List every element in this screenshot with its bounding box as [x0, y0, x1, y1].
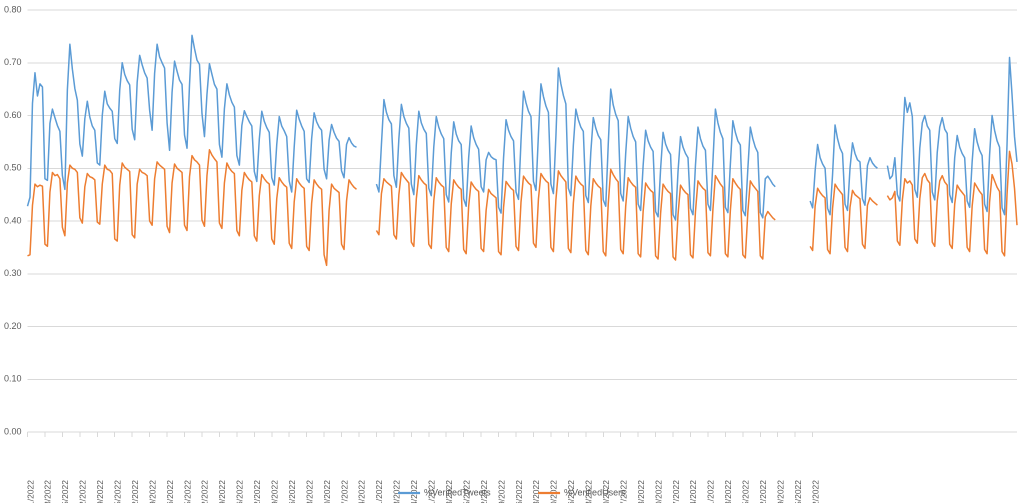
x-axis-tick-label: 1/29/2022: [95, 480, 105, 503]
legend-item[interactable]: %VerifiedTweets: [398, 487, 491, 497]
x-axis-tick-label: 8/27/2022: [618, 480, 628, 503]
x-axis-tick-label: 7/9/2022: [496, 480, 506, 503]
legend-label: %VerifiedUsers: [564, 487, 626, 497]
x-axis-tick-label: 2/12/2022: [130, 480, 140, 503]
y-axis-tick-labels: 0.00 0.10 0.20 0.30 0.40 0.50 0.60 0.70 0.80: [4, 4, 22, 436]
x-axis-tick-label: 1/1/2022: [25, 480, 35, 503]
x-axis-tick-label: 2/19/2022: [147, 480, 157, 503]
gridlines: [27, 9, 1017, 433]
x-axis-tick-label: 11/12/2022: [810, 480, 820, 503]
x-axis-tickmarks: [27, 432, 814, 437]
x-axis-tick-label: 3/12/2022: [200, 480, 210, 503]
x-axis-tick-label: 1/8/2022: [43, 480, 53, 503]
x-axis-tick-label: 8/13/2022: [584, 480, 594, 503]
legend-item[interactable]: %VerifiedUsers: [538, 487, 626, 497]
x-axis-tick-label: 4/9/2022: [270, 480, 280, 503]
y-axis-tick-label: 0.60: [4, 110, 22, 120]
y-axis-tick-label: 0.00: [4, 426, 22, 436]
x-axis-tick-label: 9/17/2022: [671, 480, 681, 503]
x-axis-tick-label: 7/23/2022: [531, 480, 541, 503]
x-axis-tick-label: 8/20/2022: [601, 480, 611, 503]
x-axis-tick-label: 9/24/2022: [688, 480, 698, 503]
x-axis-tick-label: 11/5/2022: [793, 480, 803, 503]
x-axis-tick-label: 1/22/2022: [78, 480, 88, 503]
y-axis-tick-label: 0.10: [4, 374, 22, 384]
y-axis-tick-label: 0.40: [4, 215, 22, 225]
x-axis-tick-label: 7/2/2022: [479, 480, 489, 503]
x-axis-tick-label: 10/8/2022: [723, 480, 733, 503]
x-axis-tick-label: 10/1/2022: [706, 480, 716, 503]
x-axis-tick-label: 9/10/2022: [653, 480, 663, 503]
x-axis-tick-label: 3/5/2022: [182, 480, 192, 503]
x-axis-tick-label: 5/21/2022: [374, 480, 384, 503]
y-axis-tick-label: 0.50: [4, 163, 22, 173]
x-axis-tick-label: 5/28/2022: [392, 480, 402, 503]
x-axis-tick-label: 6/11/2022: [427, 480, 437, 503]
x-axis-tick-labels: 1/1/2022 1/8/2022 1/15/2022 1/22/2022 1/29/2…: [25, 480, 820, 503]
x-axis-tick-label: 3/19/2022: [217, 480, 227, 503]
x-axis-tick-label: 2/5/2022: [112, 480, 122, 503]
x-axis-tick-label: 5/14/2022: [357, 480, 367, 503]
x-axis-tick-label: 1/15/2022: [60, 480, 70, 503]
x-axis-tick-label: 10/15/2022: [741, 480, 751, 503]
x-axis-tick-label: 7/16/2022: [514, 480, 524, 503]
x-axis-tick-label: 10/22/2022: [758, 480, 768, 503]
x-axis-tick-label: 4/30/2022: [322, 480, 332, 503]
series-line-verifiedusers[interactable]: [27, 149, 1018, 267]
x-axis-tick-label: 6/18/2022: [444, 480, 454, 503]
x-axis-tick-label: 8/6/2022: [566, 480, 576, 503]
y-axis-tick-label: 0.20: [4, 321, 22, 331]
x-axis-tick-label: 7/30/2022: [549, 480, 559, 503]
y-axis-tick-label: 0.80: [4, 4, 22, 14]
data-series[interactable]: [26, 34, 1018, 267]
series-line-verifiedtweets[interactable]: [26, 34, 1018, 221]
chart-legend[interactable]: %VerifiedTweets %VerifiedUsers: [398, 487, 626, 497]
x-axis-tick-label: 6/4/2022: [409, 480, 419, 503]
x-axis-tick-label: 9/3/2022: [636, 480, 646, 503]
y-axis-tick-label: 0.30: [4, 268, 22, 278]
legend-label: %VerifiedTweets: [424, 487, 491, 497]
x-axis-tick-label: 4/16/2022: [287, 480, 297, 503]
x-axis-tick-label: 2/26/2022: [165, 480, 175, 503]
x-axis-tick-label: 6/25/2022: [461, 480, 471, 503]
x-axis-tick-label: 5/7/2022: [339, 480, 349, 503]
x-axis-tick-label: 3/26/2022: [235, 480, 245, 503]
y-axis-tick-label: 0.70: [4, 57, 22, 67]
x-axis-tick-label: 4/2/2022: [252, 480, 262, 503]
x-axis-tick-label: 4/23/2022: [304, 480, 314, 503]
x-axis-tick-label: 10/29/2022: [775, 480, 785, 503]
